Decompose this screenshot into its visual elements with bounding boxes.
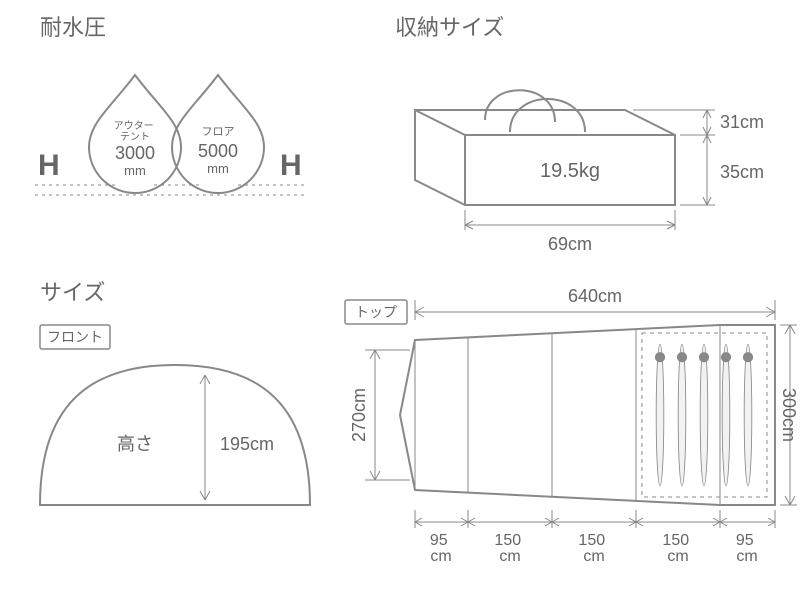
seg-d: 150 cm <box>662 532 693 565</box>
storage-width: 69cm <box>548 234 592 254</box>
front-height-value: 195cm <box>220 434 274 454</box>
storage-depth: 35cm <box>720 162 764 182</box>
seg-c: 150 cm <box>578 532 609 565</box>
front-height-label: 高さ <box>117 434 153 454</box>
storage-title: 収納サイズ <box>395 15 504 40</box>
top-badge-text: トップ <box>355 304 397 320</box>
waterproof-title: 耐水圧 <box>40 15 106 40</box>
waterproof-panel: 耐水圧 H H アウター テント 3000 mm フ <box>35 15 305 195</box>
top-width: 640cm <box>568 286 622 306</box>
front-panel: サイズ フロント 高さ 195cm <box>40 280 310 505</box>
drop1-unit: mm <box>124 163 146 178</box>
waterproof-h-left: H <box>38 149 60 182</box>
drop2-unit: mm <box>207 161 229 176</box>
storage-weight: 19.5kg <box>540 160 600 182</box>
storage-height: 31cm <box>720 112 764 132</box>
drop1-value: 3000 <box>115 143 155 163</box>
storage-panel: 収納サイズ 19.5kg 69cm <box>395 15 764 254</box>
front-badge: フロント <box>40 325 110 349</box>
seg-a: 95 cm <box>430 532 452 565</box>
front-badge-text: フロント <box>47 329 103 345</box>
top-outer-depth: 300cm <box>779 388 799 442</box>
drop2-label: フロア <box>202 126 235 138</box>
top-panel: トップ 640cm <box>345 286 799 565</box>
seg-e: 95 cm <box>736 532 758 565</box>
top-inner-depth: 270cm <box>349 388 369 442</box>
waterproof-h-right: H <box>280 149 302 182</box>
top-badge: トップ <box>345 300 407 324</box>
front-title: サイズ <box>40 280 105 305</box>
seg-b: 150 cm <box>494 532 525 565</box>
drop1-label: アウター テント <box>114 120 157 143</box>
drop2-value: 5000 <box>198 141 238 161</box>
